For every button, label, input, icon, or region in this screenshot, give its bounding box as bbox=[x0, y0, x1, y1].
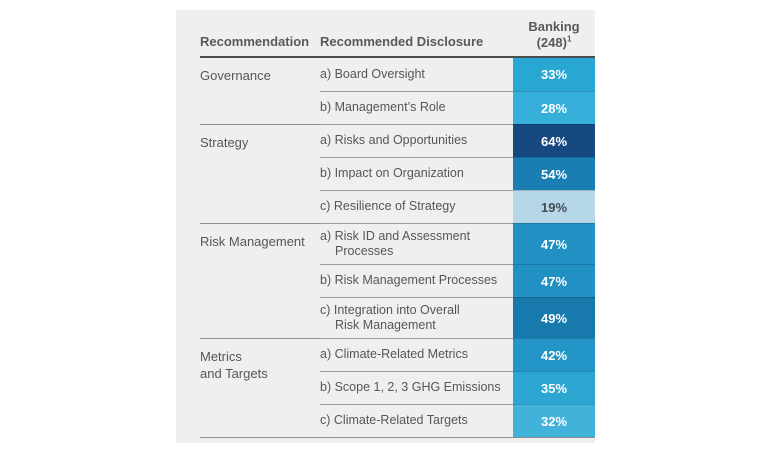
value-cell: 47% bbox=[513, 264, 595, 297]
table-row: a) Climate-Related Metrics 42% bbox=[320, 338, 595, 371]
banking-label: Banking bbox=[528, 19, 580, 34]
recommendation-cell: Strategy bbox=[200, 124, 320, 223]
value-cell: 35% bbox=[513, 371, 595, 404]
disclosure-cell: a) Board Oversight bbox=[320, 66, 425, 81]
value-cell: 49% bbox=[513, 297, 595, 338]
table-row: b) Scope 1, 2, 3 GHG Emissions 35% bbox=[320, 371, 595, 404]
section-rows: a) Climate-Related Metrics 42% b) Scope … bbox=[320, 338, 595, 437]
table-row: c) Integration into Overall Risk Managem… bbox=[320, 297, 595, 338]
table-header-row: Recommendation Recommended Disclosure Ba… bbox=[200, 10, 595, 58]
value-cell: 28% bbox=[513, 91, 595, 124]
recommendation-cell: Governance bbox=[200, 68, 271, 83]
disclosure-cell: b) Management’s Role bbox=[320, 91, 513, 124]
footnote-marker: 1 bbox=[566, 34, 572, 44]
disclosure-cell: c) Resilience of Strategy bbox=[320, 190, 513, 223]
value-cell: 47% bbox=[513, 223, 595, 264]
disclosure-cell: b) Risk Management Processes bbox=[320, 264, 513, 297]
disclosure-cell: a) Risk ID and Assessment Processes bbox=[320, 223, 513, 264]
table-row: b) Management’s Role 28% bbox=[320, 91, 595, 124]
section-rows: a) Risks and Opportunities 64% b) Impact… bbox=[320, 124, 595, 223]
table-body: Governance a) Board Oversight 33% b) Man… bbox=[200, 58, 595, 438]
section-rows: a) Board Oversight 33% b) Management’s R… bbox=[320, 58, 595, 124]
column-header-banking: Banking (248)1 bbox=[513, 10, 595, 56]
table-section: Metrics and Targets a) Climate-Related M… bbox=[200, 338, 595, 437]
column-header-recommendation: Recommendation bbox=[200, 34, 310, 49]
recommendation-cell: Risk Management bbox=[200, 223, 320, 338]
table-row: a) Risk ID and Assessment Processes 47% bbox=[320, 223, 595, 264]
disclosure-cell: b) Scope 1, 2, 3 GHG Emissions bbox=[320, 371, 513, 404]
table-row: a) Board Oversight 33% bbox=[320, 58, 595, 91]
value-cell: 42% bbox=[513, 338, 595, 371]
table-section: Governance a) Board Oversight 33% b) Man… bbox=[200, 58, 595, 124]
table-row: b) Risk Management Processes 47% bbox=[320, 264, 595, 297]
value-cell: 33% bbox=[513, 58, 595, 91]
recommendation-cell: Metrics and Targets bbox=[200, 338, 320, 437]
value-cell: 64% bbox=[513, 124, 595, 157]
tcfd-disclosure-table-panel: Recommendation Recommended Disclosure Ba… bbox=[176, 10, 595, 443]
disclosure-table: Recommendation Recommended Disclosure Ba… bbox=[176, 10, 595, 438]
value-cell: 54% bbox=[513, 157, 595, 190]
table-row: c) Resilience of Strategy 19% bbox=[320, 190, 595, 223]
value-cell: 19% bbox=[513, 190, 595, 223]
table-section: Risk Management a) Risk ID and Assessmen… bbox=[200, 223, 595, 338]
section-rows: a) Risk ID and Assessment Processes 47% … bbox=[320, 223, 595, 338]
disclosure-cell: a) Climate-Related Metrics bbox=[320, 338, 513, 371]
value-cell: 32% bbox=[513, 404, 595, 437]
disclosure-cell: a) Risks and Opportunities bbox=[320, 124, 513, 157]
table-row: c) Climate-Related Targets 32% bbox=[320, 404, 595, 437]
table-row: a) Risks and Opportunities 64% bbox=[320, 124, 595, 157]
disclosure-cell: c) Integration into Overall Risk Managem… bbox=[320, 297, 513, 338]
disclosure-cell: b) Impact on Organization bbox=[320, 157, 513, 190]
column-header-recommended-disclosure: Recommended Disclosure bbox=[320, 34, 484, 49]
table-row: b) Impact on Organization 54% bbox=[320, 157, 595, 190]
table-section: Strategy a) Risks and Opportunities 64% … bbox=[200, 124, 595, 223]
disclosure-cell: c) Climate-Related Targets bbox=[320, 404, 513, 437]
banking-sample-size: (248)1 bbox=[536, 34, 572, 50]
